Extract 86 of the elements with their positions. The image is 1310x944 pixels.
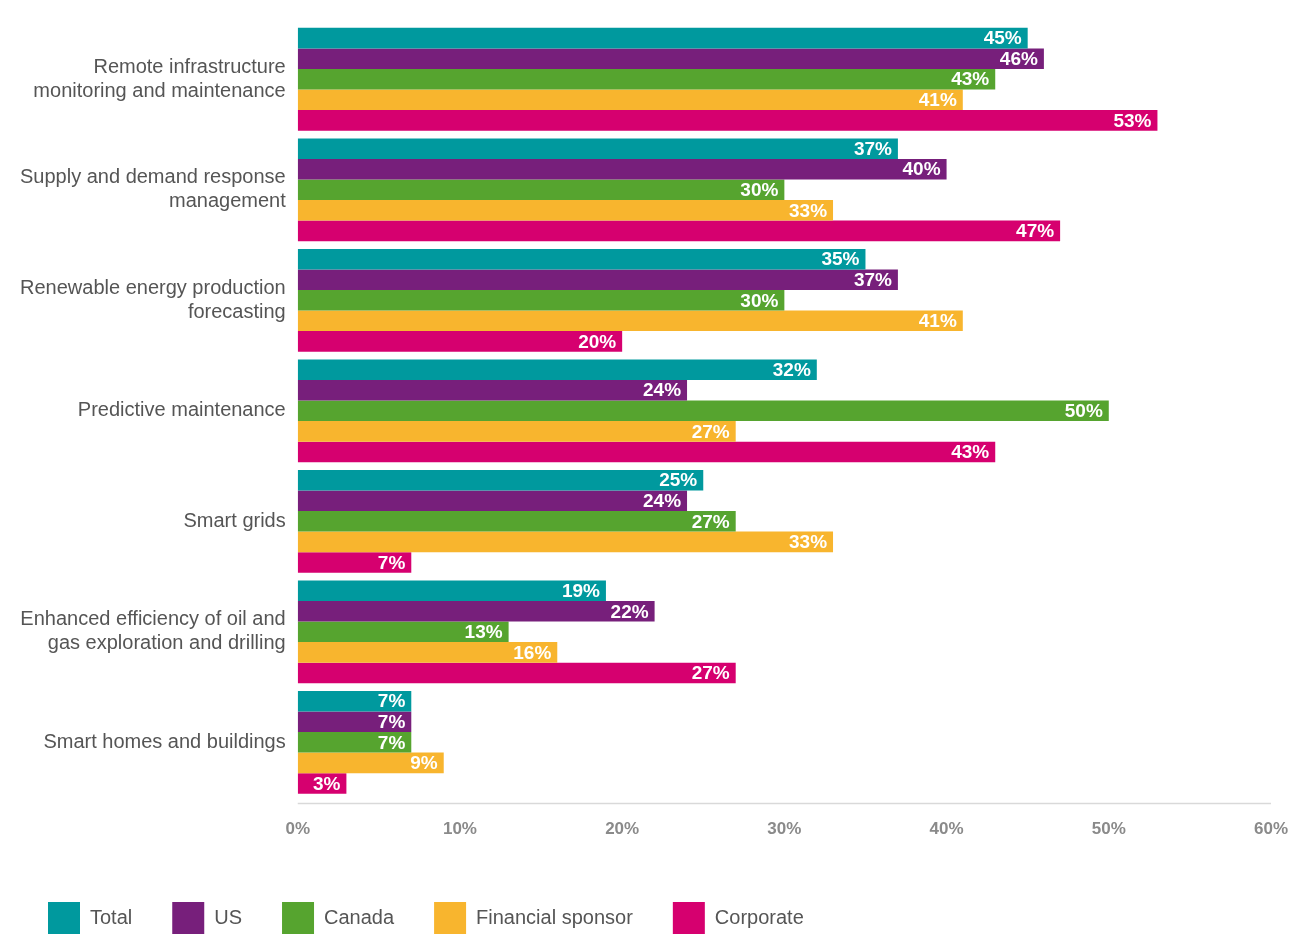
bar [297,179,785,201]
bar [297,310,963,332]
bar [297,662,736,684]
legend-label: US [214,905,243,928]
bar [297,68,996,90]
data-label: 45% [983,27,1022,49]
data-label: 7% [377,690,406,712]
x-tick-label: 30% [767,819,802,839]
data-label: 3% [312,772,341,794]
bar [297,421,736,442]
x-tick-label: 50% [1091,819,1126,839]
y-tick-label: Enhanced efficiency of oil and gas exploration and drilling [20,607,286,654]
bar [297,732,412,753]
data-label: 33% [789,531,828,553]
y-tick-label: Smart homes and buildings [43,729,286,752]
bar [297,690,412,712]
bar [297,441,996,463]
data-label: 19% [561,579,601,601]
data-label: 13% [464,621,503,643]
data-label: 24% [643,489,682,511]
legend-label: Canada [324,905,395,928]
bar [297,89,963,111]
bar [297,48,1044,69]
legend-label: Corporate [714,905,804,928]
legend-label: Financial sponsor [476,905,634,928]
bar [297,642,558,663]
bar [297,269,898,291]
bar [297,248,866,270]
data-label: 25% [659,469,698,491]
y-tick-label: Smart grids [183,508,286,531]
bar [297,511,736,532]
bar [297,290,785,311]
data-label: 7% [377,551,406,573]
bar [297,580,606,601]
data-label: 16% [513,641,552,663]
x-tick-label: 40% [929,819,964,839]
y-tick-label: Predictive maintenance [77,398,286,421]
y-tick-label: Renewable energy production forecasting [20,275,286,322]
data-label: 30% [740,179,779,201]
bar [297,379,688,401]
data-label: 27% [691,510,730,532]
bar [297,200,834,221]
data-label: 46% [999,47,1038,69]
bar [297,621,509,643]
data-label: 37% [853,137,893,159]
bar [297,138,898,159]
data-label: 37% [853,268,893,290]
data-label: 24% [643,379,682,401]
data-label: 27% [691,662,730,684]
bar [297,601,655,622]
legend-label: Total [90,905,133,928]
bar [297,469,704,491]
data-label: 43% [951,68,990,90]
data-label: 43% [951,441,990,463]
data-label: 53% [1113,109,1152,131]
x-tick-label: 60% [1253,819,1288,839]
bar [297,552,412,573]
bar [297,331,623,352]
data-label: 20% [578,330,617,352]
data-label: 33% [789,199,828,221]
data-label: 41% [918,89,957,111]
x-tick-label: 20% [605,819,640,839]
bar [297,400,1109,422]
data-label: 50% [1064,400,1103,422]
x-tick-label: 0% [285,819,311,839]
y-tick-label: Remote infrastructure monitoring and maintenance [33,54,286,101]
data-label: 22% [610,600,649,622]
data-label: 35% [821,248,860,270]
bar [297,110,1158,131]
bar [297,359,817,380]
data-label: 30% [740,289,779,311]
data-label: 9% [410,752,438,774]
data-label: 27% [691,420,730,442]
bar [297,27,1028,49]
bar [297,531,834,553]
data-label: 47% [1016,220,1055,242]
bar [297,220,1061,242]
y-tick-label: Supply and demand response management [19,165,287,212]
bar [297,158,947,180]
data-label: 7% [377,711,406,733]
data-label: 41% [918,310,957,332]
data-label: 7% [377,731,406,753]
x-tick-label: 10% [442,819,477,839]
data-label: 32% [772,358,811,380]
bar [297,490,688,512]
data-label: 40% [902,158,941,180]
